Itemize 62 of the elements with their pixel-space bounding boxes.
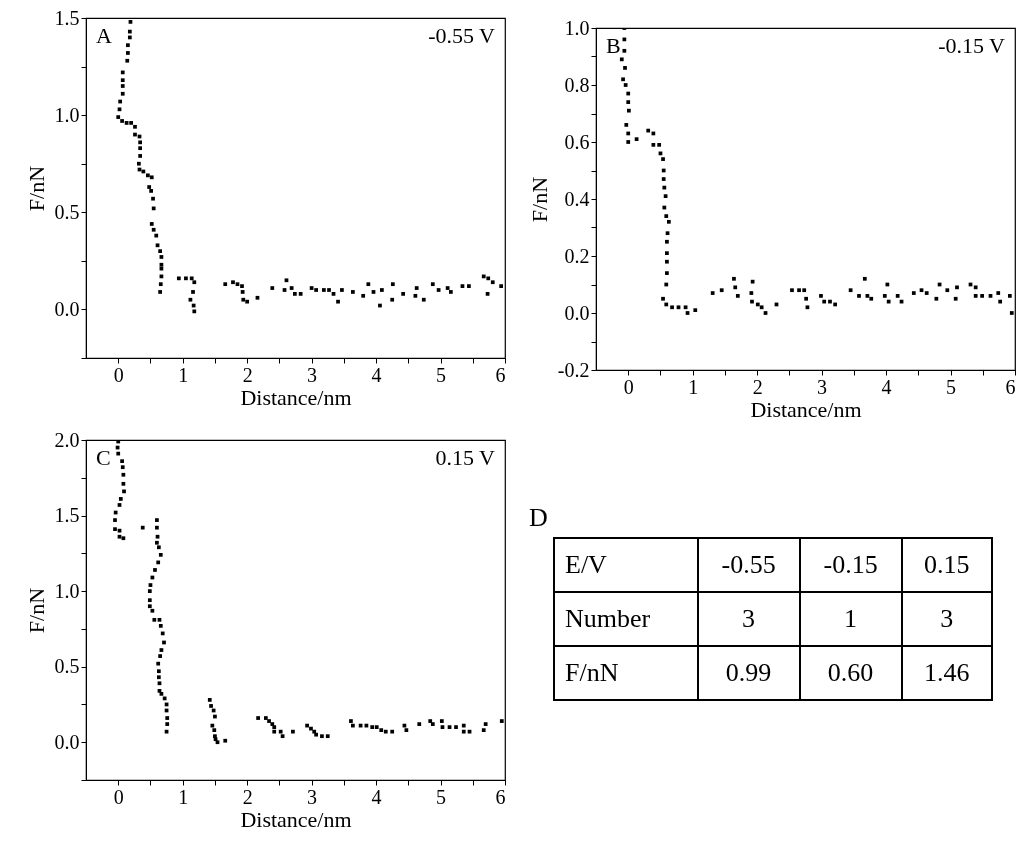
x-tick-label: 5 <box>436 785 447 808</box>
text: 0.60 <box>799 646 902 700</box>
x-tick-label: 1 <box>688 375 699 398</box>
y-tick-label: 0.2 <box>564 244 590 267</box>
y-tick-label: 0.6 <box>564 130 590 153</box>
y-tick-label: 0.4 <box>564 187 590 210</box>
x-tick-label: 5 <box>436 363 447 386</box>
text: 0.15 <box>901 538 992 592</box>
x-tick-label: 0 <box>113 363 124 386</box>
text: 3 <box>901 592 992 646</box>
annotation: C <box>96 445 111 470</box>
x-tick-label: 0 <box>113 785 124 808</box>
y-tick-label: 0.8 <box>564 73 590 96</box>
y-tick-label: 0.5 <box>54 655 80 678</box>
x-axis-title: Distance/nm <box>240 384 352 410</box>
x-tick-label: 6 <box>495 363 506 386</box>
x-tick-label: 4 <box>881 375 892 398</box>
y-tick-label: 1.0 <box>564 16 590 39</box>
x-tick-label: 3 <box>307 785 318 808</box>
text: D <box>529 503 548 533</box>
x-tick-label: 4 <box>371 363 382 386</box>
y-tick-label: 1.5 <box>54 504 80 527</box>
text: 3 <box>697 592 800 646</box>
x-tick-label: 1 <box>178 785 189 808</box>
text: 0.99 <box>697 646 800 700</box>
y-tick-label: -0.2 <box>557 358 590 381</box>
text: E/V <box>554 538 698 592</box>
annotation: B <box>606 33 621 58</box>
x-tick-label: 6 <box>495 785 506 808</box>
x-tick-label: 6 <box>1005 375 1016 398</box>
x-tick-label: 2 <box>242 785 253 808</box>
y-axis-title: F/nN <box>23 165 49 212</box>
y-tick-label: 0.0 <box>54 730 80 753</box>
x-axis-title: Distance/nm <box>240 806 352 832</box>
x-tick-label: 3 <box>307 363 318 386</box>
x-tick-label: 4 <box>371 785 382 808</box>
annotation: 0.15 V <box>435 445 496 470</box>
text: F/nN <box>554 646 698 700</box>
y-axis-title: F/nN <box>526 176 552 223</box>
y-tick-label: 1.0 <box>54 579 80 602</box>
x-tick-label: 5 <box>946 375 957 398</box>
text: Number <box>554 592 698 646</box>
y-tick-label: 1.5 <box>54 6 80 29</box>
y-tick-label: 0.5 <box>54 200 80 223</box>
text: -0.15 <box>799 538 902 592</box>
annotation: A <box>96 23 112 48</box>
annotation: -0.15 V <box>938 33 1006 58</box>
y-tick-label: 0.0 <box>54 297 80 320</box>
y-tick-label: 1.0 <box>54 103 80 126</box>
x-tick-label: 2 <box>242 363 253 386</box>
x-tick-label: 3 <box>817 375 828 398</box>
text: 1 <box>799 592 902 646</box>
text: -0.55 <box>697 538 800 592</box>
annotation: -0.55 V <box>428 23 496 48</box>
x-axis-title: Distance/nm <box>750 396 862 422</box>
y-axis-title: F/nN <box>23 587 49 634</box>
y-tick-label: 0.0 <box>564 301 590 324</box>
x-tick-label: 2 <box>752 375 763 398</box>
y-tick-label: 2.0 <box>54 428 80 451</box>
x-tick-label: 1 <box>178 363 189 386</box>
x-tick-label: 0 <box>623 375 634 398</box>
text: 1.46 <box>901 646 992 700</box>
